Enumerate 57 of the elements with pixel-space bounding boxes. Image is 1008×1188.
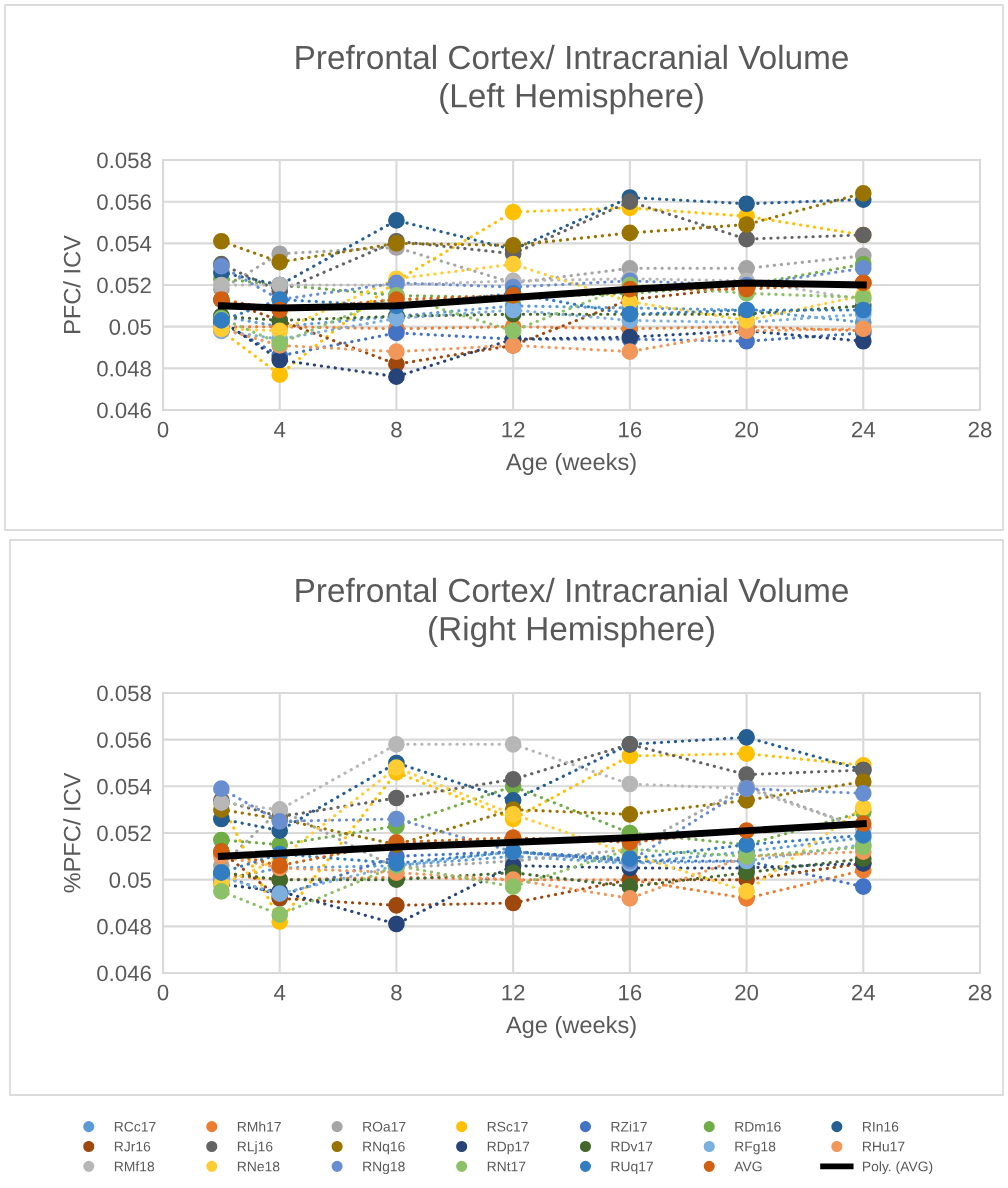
y-tick-label: 0.048 <box>97 918 151 935</box>
x-tick-label: 24 <box>852 984 875 1001</box>
y-tick-label: 0.052 <box>97 277 151 294</box>
legend-label: Poly. (AVG) <box>863 1161 933 1175</box>
chart-title: Prefrontal Cortex/ Intracranial Volume (Right Hemisphere) <box>296 577 848 648</box>
x-tick-label: 12 <box>502 421 525 438</box>
x-tick-label: 20 <box>735 421 759 438</box>
y-tick-label: 0.052 <box>97 825 151 842</box>
x-tick-label: 4 <box>274 984 286 1001</box>
legend-label: RLj16 <box>237 1141 273 1155</box>
legend-label: RZi17 <box>611 1121 647 1132</box>
y-tick-label: 0.05 <box>109 319 151 335</box>
x-tick-label: 24 <box>852 421 875 438</box>
y-tick-label: 0.056 <box>97 194 151 210</box>
x-axis-title: Age (weeks) <box>505 452 636 475</box>
legend-label: RUq17 <box>611 1161 653 1175</box>
y-tick-label: 0.058 <box>97 152 151 169</box>
legend-label: RSc17 <box>487 1121 528 1132</box>
y-tick-label: 0.054 <box>97 778 152 795</box>
x-axis-title: Age (weeks) <box>505 1015 636 1038</box>
y-axis-title: %PFC/ ICV <box>63 772 81 893</box>
legend-label: RMf18 <box>114 1161 155 1172</box>
y-axis-title: PFC/ ICV <box>63 235 81 333</box>
legend-label: RCc17 <box>114 1121 156 1132</box>
legend-label: RIn16 <box>863 1121 899 1132</box>
legend-label: RNq16 <box>363 1141 405 1155</box>
x-tick-label: 28 <box>968 984 992 1001</box>
legend-label: RNt17 <box>487 1161 526 1172</box>
x-tick-label: 0 <box>157 984 169 1001</box>
x-tick-label: 28 <box>968 421 992 438</box>
legend-label: RJr16 <box>114 1141 151 1152</box>
x-tick-label: 16 <box>619 421 642 438</box>
legend-label: ROa17 <box>363 1121 406 1132</box>
y-tick-label: 0.054 <box>97 235 152 252</box>
x-tick-label: 8 <box>391 421 402 438</box>
y-tick-label: 0.056 <box>97 732 151 748</box>
legend-label: RDp17 <box>487 1141 530 1155</box>
x-tick-label: 12 <box>502 984 525 1001</box>
legend-label: RDv17 <box>611 1141 653 1152</box>
y-tick-label: 0.046 <box>97 402 151 419</box>
x-tick-label: 0 <box>157 421 169 438</box>
legend-label: RNe18 <box>237 1161 280 1172</box>
legend-label: RMh17 <box>237 1121 281 1132</box>
legend-label: RHu17 <box>863 1141 905 1152</box>
y-tick-label: 0.058 <box>97 685 151 702</box>
legend-label: RFg18 <box>735 1141 776 1155</box>
x-tick-label: 4 <box>274 421 286 438</box>
y-tick-label: 0.05 <box>109 872 151 888</box>
chart-title: Prefrontal Cortex/ Intracranial Volume (Left Hemisphere) <box>296 44 848 115</box>
y-tick-label: 0.046 <box>97 965 151 982</box>
x-tick-label: 8 <box>391 984 402 1001</box>
x-tick-label: 16 <box>619 984 642 1001</box>
x-tick-label: 20 <box>735 984 759 1001</box>
legend-label: AVG <box>734 1161 762 1172</box>
legend-label: RNg18 <box>363 1161 405 1175</box>
legend-label: RDm16 <box>735 1121 781 1132</box>
y-tick-label: 0.048 <box>97 360 151 377</box>
